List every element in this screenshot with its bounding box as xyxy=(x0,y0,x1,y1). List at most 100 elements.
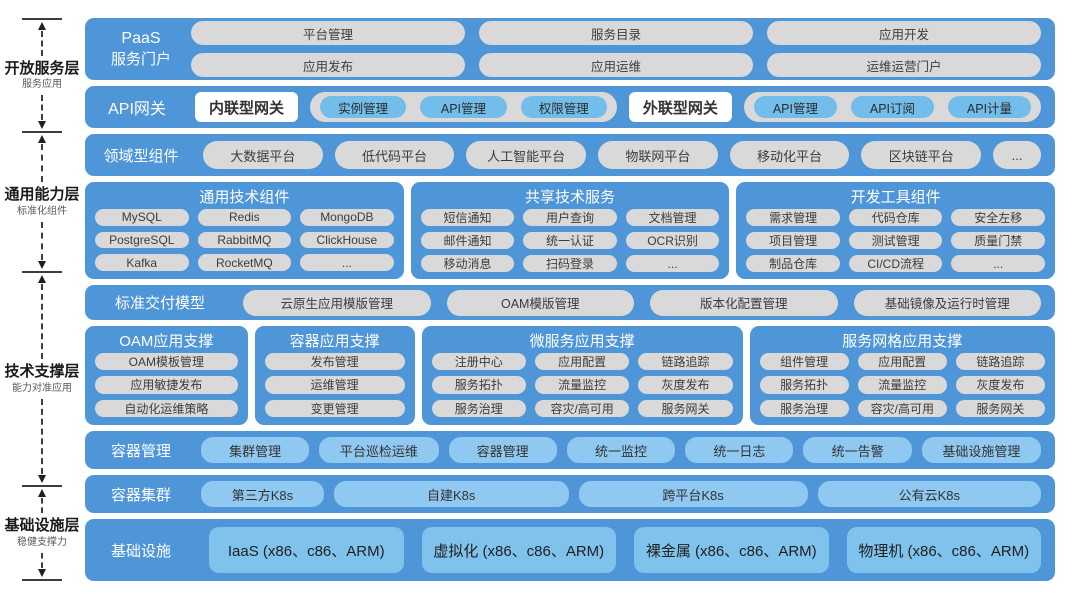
mgmt-pill: 平台巡检运维 xyxy=(319,437,439,463)
tech-groups-row: 通用技术组件 MySQL Redis MongoDB PostgreSQL Ra… xyxy=(85,182,1056,279)
container-mgmt-label: 容器管理 xyxy=(110,442,171,460)
support-pill: 服务治理 xyxy=(759,399,849,417)
external-gateway-tray: API管理 API订阅 API计量 xyxy=(743,92,1041,122)
tech-pill: 质量门禁 xyxy=(951,232,1045,249)
external-gateway-box: 外联型网关 xyxy=(628,92,732,122)
support-pill: 容灾/高可用 xyxy=(534,399,630,417)
group-container-support: 容器应用支撑 发布管理 运维管理 变更管理 xyxy=(254,326,415,425)
dashed-line xyxy=(41,552,43,568)
mgmt-pill: 基础设施管理 xyxy=(921,437,1041,463)
support-pill: 变更管理 xyxy=(264,399,405,417)
tech-pill: ... xyxy=(300,254,394,271)
tech-pill: Redis xyxy=(197,209,292,226)
delivery-pill: 基础镜像及运行时管理 xyxy=(853,289,1041,316)
dashed-line xyxy=(41,95,43,120)
delivery-model-label: 标准交付模型 xyxy=(114,295,205,312)
domain-components-label: 领域型组件 xyxy=(103,147,179,165)
api-gateway-label: API网关 xyxy=(108,101,166,118)
support-pill: OAM模板管理 xyxy=(95,353,238,371)
paas-portal-label: PaaS 服务门户 xyxy=(91,28,191,70)
delivery-pill-row: 云原生应用模版管理 OAM模版管理 版本化配置管理 基础镜像及运行时管理 xyxy=(243,289,1041,316)
dashed-line xyxy=(41,144,43,183)
domain-pill: 大数据平台 xyxy=(203,141,323,169)
group-title: 共享技术服务 xyxy=(525,189,616,206)
tech-pill: ... xyxy=(625,255,720,272)
mgmt-pill: 统一监控 xyxy=(566,437,676,463)
group-pill-grid: MySQL Redis MongoDB PostgreSQL RabbitMQ … xyxy=(95,209,394,271)
support-pill: 灰度发布 xyxy=(955,376,1045,394)
tech-pill: 测试管理 xyxy=(848,232,943,249)
dashed-line xyxy=(41,498,43,514)
band-delivery-model: 标准交付模型 云原生应用模版管理 OAM模版管理 版本化配置管理 基础镜像及运行… xyxy=(85,285,1055,320)
dashed-line xyxy=(41,31,43,56)
gateway-pill: API管理 xyxy=(420,96,507,118)
domain-pill: 移动化平台 xyxy=(729,141,850,169)
group-service-mesh-support: 服务网格应用支撑 组件管理 应用配置 链路追踪 服务拓扑 流量监控 灰度发布 服… xyxy=(749,326,1055,425)
arrow-down-icon xyxy=(38,569,46,577)
tech-pill: RocketMQ xyxy=(197,254,292,271)
band-api-gateway: API网关 内联型网关 实例管理 API管理 权限管理 外联型网关 API管理 … xyxy=(85,86,1055,128)
tech-pill: 短信通知 xyxy=(420,209,515,226)
tech-pill: 安全左移 xyxy=(951,209,1045,226)
tech-pill: 代码仓库 xyxy=(848,209,943,226)
tech-pill: ... xyxy=(951,255,1045,272)
cluster-pill: 公有云K8s xyxy=(817,481,1041,507)
support-pill: 应用配置 xyxy=(857,353,947,371)
tech-pill: 用户查询 xyxy=(523,209,617,226)
domain-pill: 物联网平台 xyxy=(598,141,718,169)
layer-label: 基础设施层 稳健支撑力 xyxy=(4,517,79,549)
group-title: 开发工具组件 xyxy=(850,189,941,206)
group-title: 服务网格应用支撑 xyxy=(842,333,963,350)
tech-pill: 扫码登录 xyxy=(523,255,617,272)
gateway-pill: 实例管理 xyxy=(320,96,407,118)
group-pill-grid: 短信通知 用户查询 文档管理 邮件通知 统一认证 OCR识别 移动消息 扫码登录… xyxy=(420,209,720,272)
layer-common-capability: 通用能力层 标准化组件 xyxy=(0,131,84,271)
gateway-pill: 权限管理 xyxy=(520,96,607,118)
domain-pill: 区块链平台 xyxy=(861,141,982,169)
support-pill: 链路追踪 xyxy=(638,353,733,371)
group-oam-support: OAM应用支撑 OAM模板管理 应用敏捷发布 自动化运维策略 xyxy=(85,326,248,425)
mgmt-pill: 容器管理 xyxy=(448,437,557,463)
support-pill: 服务治理 xyxy=(431,399,526,417)
paas-pill: 应用发布 xyxy=(191,53,465,77)
band-container-cluster: 容器集群 第三方K8s 自建K8s 跨平台K8s 公有云K8s xyxy=(85,475,1055,513)
band-paas-portal: PaaS 服务门户 平台管理 服务目录 应用开发 应用发布 应用运维 运维运营门… xyxy=(85,18,1055,80)
layer-subtitle: 服务应用 xyxy=(21,79,62,91)
container-cluster-pill-row: 第三方K8s 自建K8s 跨平台K8s 公有云K8s xyxy=(201,481,1041,507)
gateway-pill: API订阅 xyxy=(850,96,934,118)
tech-pill: 统一认证 xyxy=(523,232,617,249)
paas-pill: 运维运营门户 xyxy=(767,53,1041,77)
layer-title: 通用能力层 xyxy=(4,186,80,204)
tick-line xyxy=(22,485,62,487)
group-pill-stack: 发布管理 运维管理 变更管理 xyxy=(264,353,405,417)
group-pill-stack: OAM模板管理 应用敏捷发布 自动化运维策略 xyxy=(95,353,238,417)
support-pill: 流量监控 xyxy=(857,376,947,394)
support-pill: 应用配置 xyxy=(534,353,630,371)
dashed-line xyxy=(41,221,43,260)
arrow-down-icon xyxy=(38,261,46,269)
tech-pill: 文档管理 xyxy=(625,209,720,226)
paas-pill: 应用开发 xyxy=(767,21,1041,45)
band-infrastructure: 基础设施 IaaS (x86、c86、ARM) 虚拟化 (x86、c86、ARM… xyxy=(85,519,1055,581)
mgmt-pill: 集群管理 xyxy=(201,437,310,463)
group-shared-services: 共享技术服务 短信通知 用户查询 文档管理 邮件通知 统一认证 OCR识别 移动… xyxy=(410,182,730,279)
paas-pill-grid: 平台管理 服务目录 应用开发 应用发布 应用运维 运维运营门户 xyxy=(191,21,1041,77)
group-pill-grid: 需求管理 代码仓库 安全左移 项目管理 测试管理 质量门禁 制品仓库 CI/CD… xyxy=(746,209,1045,272)
group-pill-grid: 注册中心 应用配置 链路追踪 服务拓扑 流量监控 灰度发布 服务治理 容灾/高可… xyxy=(431,353,733,417)
layer-label: 通用能力层 标准化组件 xyxy=(4,186,79,218)
tech-pill: RabbitMQ xyxy=(197,231,292,249)
diagram-body: PaaS 服务门户 平台管理 服务目录 应用开发 应用发布 应用运维 运维运营门… xyxy=(85,18,1056,581)
arrow-up-icon xyxy=(38,22,46,30)
layer-rail: 开放服务层 服务应用 通用能力层 标准化组件 技术支撑层 能力对准应用 xyxy=(0,0,84,602)
mgmt-pill: 统一日志 xyxy=(685,437,794,463)
layer-open-services: 开放服务层 服务应用 xyxy=(0,18,84,131)
infra-box: 裸金属 (x86、c86、ARM) xyxy=(634,527,829,573)
arrow-up-icon xyxy=(38,135,46,143)
support-pill: 应用敏捷发布 xyxy=(95,376,238,394)
domain-pill-more: ... xyxy=(993,141,1042,169)
internal-gateway-box: 内联型网关 xyxy=(195,92,299,122)
group-dev-tools: 开发工具组件 需求管理 代码仓库 安全左移 项目管理 测试管理 质量门禁 制品仓… xyxy=(736,182,1056,279)
container-cluster-label: 容器集群 xyxy=(110,486,171,504)
tech-pill: 邮件通知 xyxy=(420,232,515,249)
